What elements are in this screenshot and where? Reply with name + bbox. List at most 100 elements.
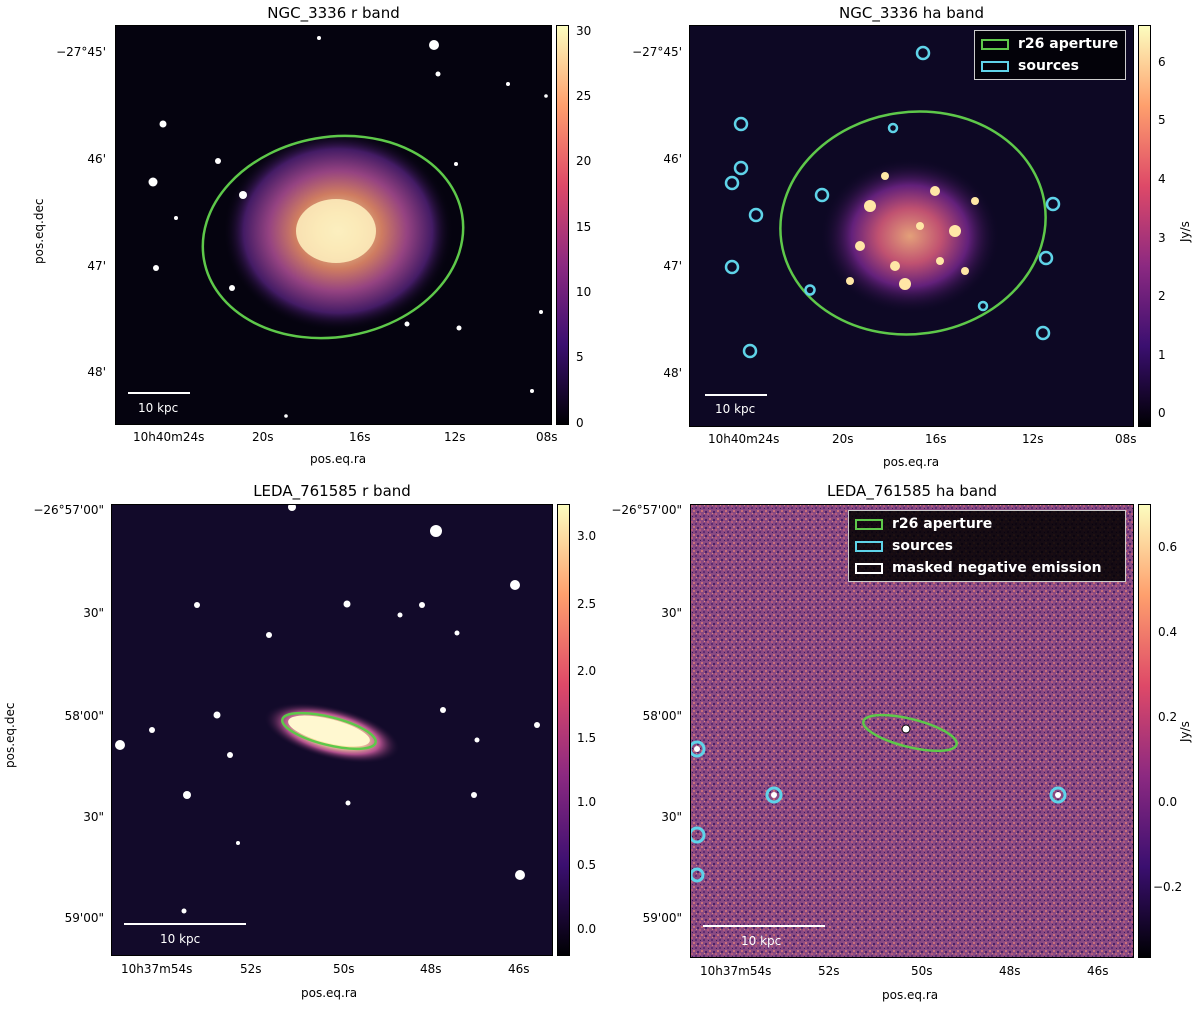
cbar-tick: 2.0 (577, 664, 597, 678)
colorbar-label: Jy/s (1178, 721, 1192, 742)
colorbar (556, 25, 569, 425)
cbar-tick: 6 (1158, 55, 1166, 69)
y-tick: 48' (87, 365, 106, 379)
x-tick: 50s (333, 962, 355, 976)
x-tick: 10h37m54s (700, 964, 772, 978)
panel-title: LEDA_761585 ha band (826, 482, 998, 500)
x-axis-label: pos.eq.ra (301, 986, 358, 1000)
cbar-tick: 0.0 (577, 922, 597, 936)
colorbar (1138, 504, 1151, 958)
y-tick: 47' (663, 259, 682, 273)
y-tick: −26°57'00" (33, 503, 104, 517)
legend-swatch-aperture (981, 38, 1009, 50)
cbar-tick: 2.5 (577, 597, 597, 611)
scale-bar-label: 10 kpc (715, 402, 755, 416)
x-tick: 20s (252, 430, 274, 444)
legend-label: r26 aperture (1018, 36, 1119, 52)
y-tick: 58'00" (642, 709, 682, 723)
legend-swatch-masked (855, 562, 883, 574)
colorbar (1138, 25, 1151, 427)
legend-swatch-sources (855, 540, 883, 552)
x-axis-label: pos.eq.ra (310, 452, 367, 466)
panel-title: LEDA_761585 r band (253, 482, 411, 500)
cbar-tick: 0.2 (1158, 710, 1178, 724)
star-field (148, 36, 548, 418)
panel-title: NGC_3336 ha band (839, 4, 984, 22)
legend-label: sources (892, 538, 953, 554)
source-markers (724, 45, 1061, 359)
cbar-tick: 1.5 (577, 731, 597, 745)
cbar-tick: 0.4 (1158, 625, 1178, 639)
galaxy-image-r-band: 10 kpc (111, 504, 553, 956)
x-tick: 52s (240, 962, 262, 976)
legend: r26 aperture sources masked negative emi… (848, 510, 1126, 582)
y-tick: 59'00" (642, 911, 682, 925)
cbar-tick: 3.0 (577, 529, 597, 543)
y-axis-label: pos.eq.dec (32, 198, 46, 264)
x-tick: 08s (1115, 432, 1137, 446)
cbar-tick: 3 (1158, 231, 1166, 245)
legend-label: sources (1018, 58, 1079, 74)
legend: r26 aperture sources (974, 30, 1126, 80)
x-tick: 46s (1087, 964, 1109, 978)
legend-swatch-sources (981, 60, 1009, 72)
cbar-tick: 2 (1158, 289, 1166, 303)
x-tick: 10h40m24s (708, 432, 780, 446)
y-tick: −26°57'00" (611, 503, 682, 517)
cbar-tick: 10 (576, 285, 592, 299)
cbar-tick: 25 (576, 89, 592, 103)
y-tick: −27°45' (632, 45, 682, 59)
x-tick: 16s (925, 432, 947, 446)
r26-aperture (862, 713, 958, 753)
r26-aperture (281, 711, 377, 751)
cbar-tick: 30 (576, 24, 592, 38)
cbar-tick: 0 (576, 416, 584, 430)
x-axis-label: pos.eq.ra (882, 988, 939, 1002)
galaxy-image-ha-band: 10 kpc (689, 25, 1134, 427)
legend-label: masked negative emission (892, 560, 1102, 576)
colorbar (557, 504, 570, 956)
galaxy-image-r-band: 10 kpc (115, 25, 552, 425)
y-tick: 48' (663, 366, 682, 380)
y-tick: 30" (83, 606, 104, 620)
y-tick: −27°45' (56, 45, 106, 59)
star-field (115, 505, 540, 914)
x-tick: 08s (536, 430, 558, 444)
cbar-tick: 20 (576, 154, 592, 168)
cbar-tick: 0.0 (1158, 795, 1178, 809)
legend-label: r26 aperture (892, 516, 993, 532)
r26-aperture (779, 110, 1047, 336)
cbar-tick: 5 (576, 350, 584, 364)
legend-swatch-aperture (855, 518, 883, 530)
y-axis-label: pos.eq.dec (3, 702, 17, 768)
y-tick: 46' (663, 152, 682, 166)
cbar-tick: 0.6 (1158, 540, 1178, 554)
x-tick: 12s (1022, 432, 1044, 446)
cbar-tick: −0.2 (1153, 880, 1183, 894)
y-tick: 58'00" (64, 709, 104, 723)
x-tick: 48s (420, 962, 442, 976)
y-tick: 30" (83, 810, 104, 824)
x-tick: 10h37m54s (121, 962, 193, 976)
cbar-tick: 5 (1158, 113, 1166, 127)
scale-bar-label: 10 kpc (741, 934, 781, 948)
y-tick: 46' (87, 152, 106, 166)
x-tick: 20s (832, 432, 854, 446)
scale-bar-label: 10 kpc (160, 932, 200, 946)
x-tick: 52s (818, 964, 840, 978)
x-tick: 16s (349, 430, 371, 444)
x-axis-label: pos.eq.ra (883, 455, 940, 469)
cbar-tick: 0.5 (577, 858, 597, 872)
y-tick: 47' (87, 259, 106, 273)
scale-bar-label: 10 kpc (138, 401, 178, 415)
y-tick: 30" (661, 810, 682, 824)
panel-title: NGC_3336 r band (267, 4, 400, 22)
x-tick: 50s (911, 964, 933, 978)
x-tick: 46s (508, 962, 530, 976)
y-tick: 59'00" (64, 911, 104, 925)
colorbar-label: Jy/s (1178, 221, 1192, 242)
cbar-tick: 0 (1158, 406, 1166, 420)
cbar-tick: 1.0 (577, 795, 597, 809)
cbar-tick: 1 (1158, 348, 1166, 362)
source-markers (691, 740, 1067, 883)
